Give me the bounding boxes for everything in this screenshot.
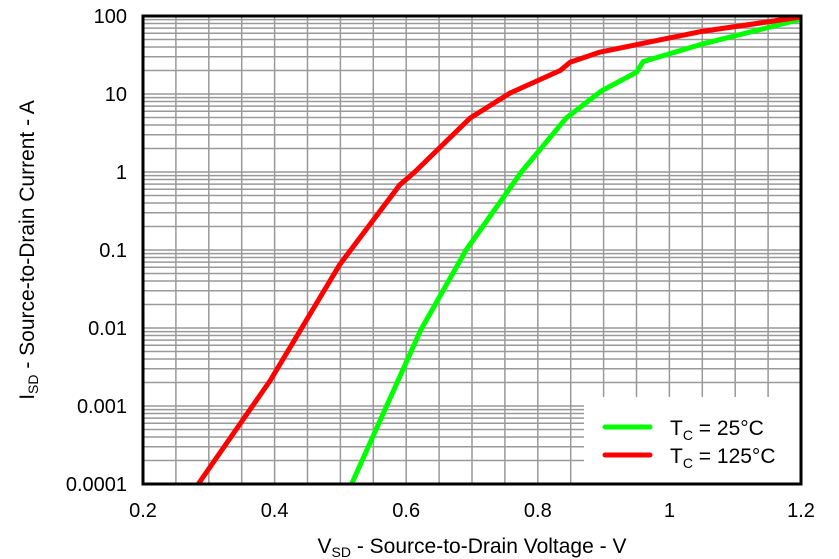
y-axis-label: ISD - Source-to-Drain Current - A	[16, 100, 41, 400]
y-tick-label: 1	[116, 162, 127, 184]
x-axis-label: VSD - Source-to-Drain Voltage - V	[318, 535, 627, 559]
x-tick-label: 1	[664, 500, 675, 522]
y-tick-label: 0.1	[99, 240, 127, 262]
legend-box	[584, 397, 800, 484]
x-tick-label: 0.6	[392, 500, 420, 522]
x-tick-label: 0.2	[129, 500, 157, 522]
y-tick-label: 10	[105, 84, 127, 106]
y-tick-label: 0.001	[77, 396, 127, 418]
series-group	[196, 14, 802, 486]
legend-label-0: TC = 25°C	[670, 417, 764, 443]
series-line-1	[196, 14, 802, 486]
y-tick-label: 0.01	[88, 318, 127, 340]
legend: TC = 25°CTC = 125°C	[602, 417, 776, 471]
plot-frame	[141, 14, 803, 486]
x-tick-label: 0.8	[524, 500, 552, 522]
y-tick-label: 0.0001	[66, 474, 127, 496]
series-line-0	[349, 16, 802, 486]
y-tick-labels: 100 10 1 0.1 0.01 0.001 0.0001	[66, 6, 127, 496]
x-tick-label: 0.4	[261, 500, 289, 522]
legend-label-1: TC = 125°C	[670, 445, 776, 471]
y-tick-label: 100	[94, 6, 127, 28]
x-tick-label: 1.2	[787, 500, 815, 522]
x-tick-labels: 0.2 0.4 0.6 0.8 1 1.2	[129, 500, 815, 522]
